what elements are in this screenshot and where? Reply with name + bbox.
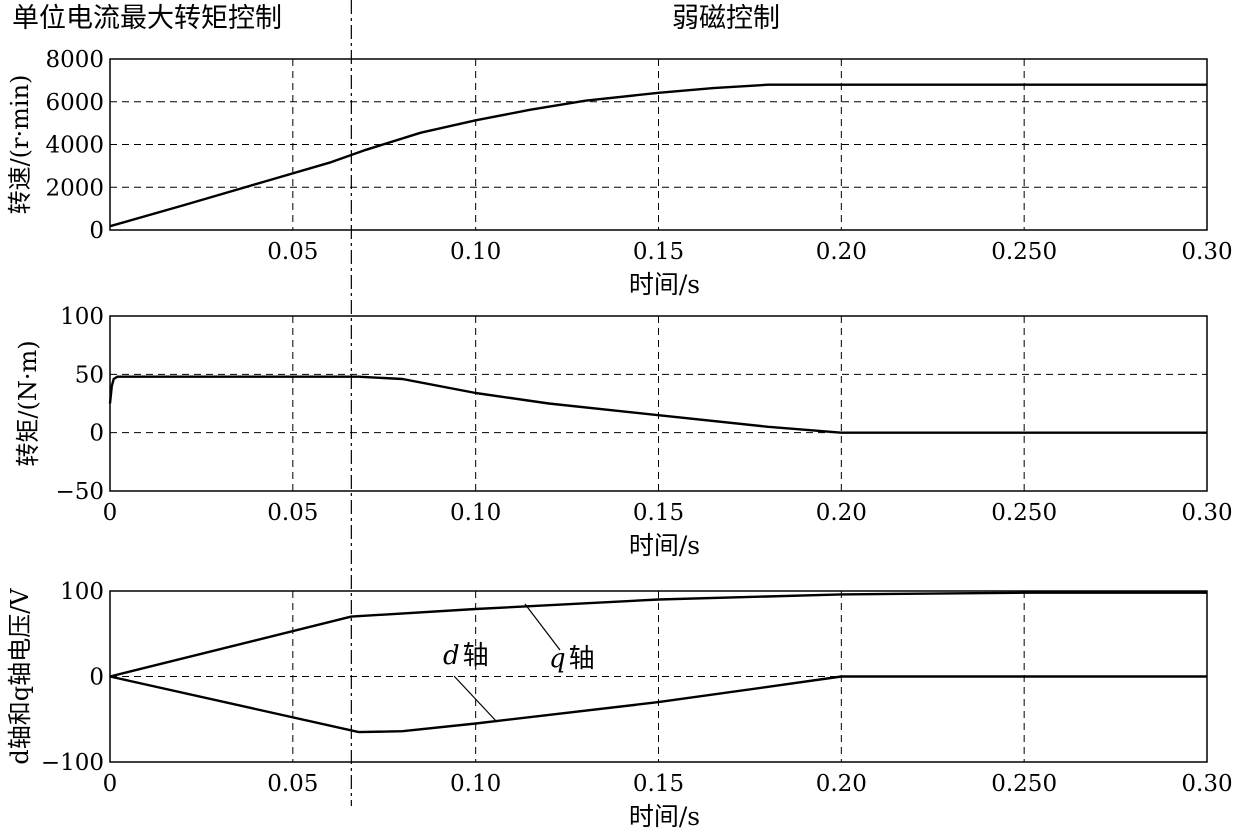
x-tick-label: 0.10 [450, 500, 501, 526]
y-tick-label: −50 [55, 479, 104, 505]
x-tick-label: 0.250 [991, 500, 1057, 526]
x-tick-label: 0.05 [267, 239, 318, 265]
y-tick-label: 100 [60, 304, 104, 330]
y-tick-label: 0 [89, 665, 104, 691]
x-tick-label: 0.10 [450, 771, 501, 797]
x-tick-label: 0.10 [450, 239, 501, 265]
x-tick-label: 0.15 [633, 239, 684, 265]
y-axis-label: 转矩/(N·m) [14, 340, 42, 466]
x-tick-label: 0.15 [633, 500, 684, 526]
x-tick-label: 0.20 [816, 239, 867, 265]
x-axis-label: 时间/s [629, 802, 700, 831]
x-tick-label: 0.250 [991, 771, 1057, 797]
y-tick-label: 0 [89, 218, 104, 244]
y-axis-label: 转速/(r·min) [6, 75, 34, 215]
y-tick-label: 50 [75, 362, 104, 388]
y-tick-label: −100 [41, 750, 104, 776]
x-tick-label: 0.30 [1181, 500, 1232, 526]
x-tick-label: 0.30 [1181, 771, 1232, 797]
flux-weakening-region-label: 弱磁控制 [672, 3, 780, 34]
y-tick-label: 8000 [45, 47, 104, 73]
x-tick-label: 0.250 [991, 239, 1057, 265]
subplot-1: 0 2000 4000 6000 8000 0.05 0.10 0.15 0.20 0.250 0.… [6, 47, 1233, 299]
y-tick-label: 4000 [45, 133, 104, 159]
x-tick-label: 0 [103, 771, 118, 797]
x-tick-label: 0.05 [267, 500, 318, 526]
plot-frame [109, 58, 1208, 231]
x-tick-label: 0.15 [633, 771, 684, 797]
annotation-leader [453, 675, 498, 723]
x-tick-label: 0.30 [1181, 239, 1232, 265]
y-tick-label: 100 [60, 579, 104, 605]
x-axis-label: 时间/s [629, 270, 700, 299]
y-axis-label: d轴和q轴电压/V [6, 588, 34, 765]
x-tick-label: 0.20 [816, 500, 867, 526]
subplots: 0 2000 4000 6000 8000 0.05 0.10 0.15 0.20 0.250 0.… [6, 47, 1233, 831]
series-line-1 [109, 83, 1207, 228]
x-tick-label: 0.05 [267, 771, 318, 797]
y-tick-label: 6000 [45, 90, 104, 116]
annotation-leader [524, 603, 561, 651]
series-line-2 [109, 675, 1207, 734]
x-axis-label: 时间/s [629, 531, 700, 560]
series-line-1 [108, 375, 1207, 434]
x-tick-label: 0.20 [816, 771, 867, 797]
series-line-1 [109, 591, 1207, 678]
x-tick-label: 0 [103, 500, 118, 526]
mtpa-region-label: 单位电流最大转矩控制 [12, 3, 282, 34]
y-tick-label: 2000 [45, 175, 104, 201]
y-tick-label: 0 [89, 421, 104, 447]
